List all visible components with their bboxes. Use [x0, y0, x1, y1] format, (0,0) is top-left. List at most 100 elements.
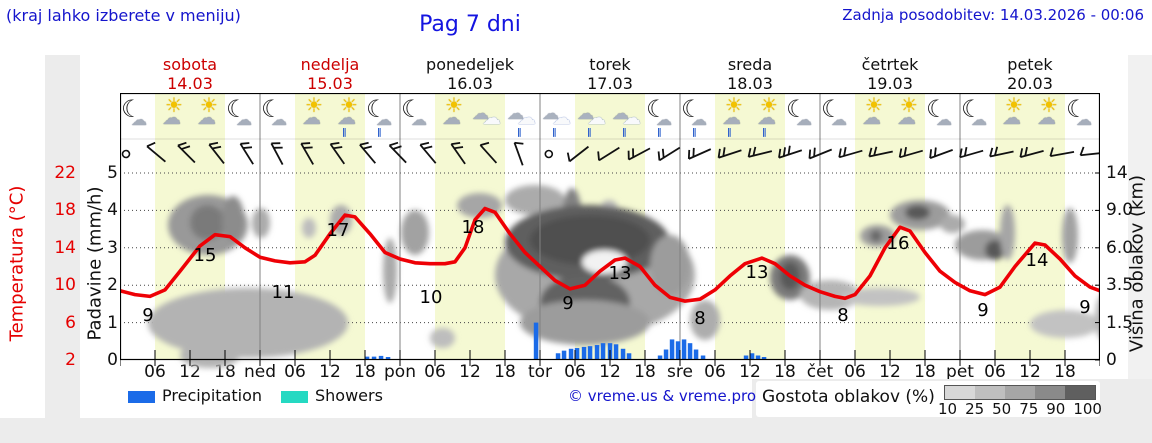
calm-circle [121, 149, 131, 159]
cloud-scale-label: 10 [938, 400, 958, 418]
wind-barb [419, 141, 437, 164]
precipitation-label: Precipitation [162, 386, 263, 405]
precip-bar [568, 348, 574, 360]
precip-bar [561, 350, 567, 360]
precip-bar [378, 355, 384, 360]
wind-barb [300, 142, 314, 165]
wind-barb [208, 141, 225, 165]
cloud-scale-segment [1065, 386, 1095, 399]
showers-swatch [281, 391, 308, 403]
x-label-hour: 18 [634, 362, 656, 382]
weather-icon-cloud-rain: ☁ ☁ ∥ [542, 104, 571, 138]
cloud-blob [690, 300, 720, 340]
x-label-hour: 06 [564, 362, 586, 382]
weather-icon-cloud-rain: ☁ ☁ ∥ [507, 104, 536, 138]
cloud-density-scalebar [944, 385, 1096, 400]
x-label-hour: 06 [704, 362, 726, 382]
wind-barb [513, 141, 524, 166]
right-axis-strip [1128, 55, 1152, 418]
day-band [715, 93, 785, 360]
weather-icon-cloud-rain: ☁ ☁ ∥ [577, 104, 606, 138]
cloud-blob [840, 288, 920, 306]
weather-icons-row: ☾ ☁ ☀ ☁ ☀ ☁ ☾ ☁ ☾ ☁ ☀ ☁ ☀ ☁ ∥ ☾ ☁ ∥ ☾ ☁ ☀ ☁ ☁ ☁ ☁ ☁ ∥ ☁ ☁ ∥ ☁ ☁ ∥ ☁ ☁ ∥ ☾ ☁ ∥ ☾… [120, 94, 1100, 140]
wind-barb [657, 146, 681, 162]
cloud-blob [905, 205, 930, 220]
wind-barb [597, 146, 620, 162]
x-label-hour: 06 [984, 362, 1006, 382]
weather-icon-sun-rain: ☀ ☁ ∥ [757, 93, 778, 138]
wind-barb [479, 141, 498, 164]
precip-bar [587, 346, 593, 360]
precip-tick: 2 [107, 275, 118, 296]
wind-barb [329, 141, 346, 165]
wind-barb [808, 147, 833, 160]
cloud-density-label: Gostota oblakov (%) [762, 387, 935, 407]
precip-bar [693, 349, 699, 360]
cloud-tick: 1.5 [1106, 312, 1134, 333]
x-label-hour: 06 [844, 362, 866, 382]
precip-bar [663, 349, 669, 360]
precip-bar [755, 355, 761, 360]
wind-barb [627, 147, 651, 161]
precip-bar [657, 355, 663, 360]
precip-bar [364, 356, 370, 360]
precip-bar [371, 356, 377, 360]
weather-icon-moon-cloud: ☾ ☁ [401, 95, 427, 129]
day-header-petek: petek 20.03 [1007, 55, 1053, 93]
precip-bar [700, 355, 706, 360]
weather-icon-cloud: ☁ ☁ [472, 104, 501, 129]
wind-barb [239, 142, 254, 165]
temp-value-label: 9 [1079, 297, 1090, 318]
wind-barb [868, 146, 893, 158]
precip-tick: 3 [107, 237, 118, 258]
calm-circle [544, 149, 554, 159]
x-label-hour: 12 [459, 362, 481, 382]
precip-bar [681, 339, 687, 360]
cloud-scale-segment [945, 386, 975, 399]
x-label-hour: 18 [494, 362, 516, 382]
temp-value-label: 8 [694, 308, 705, 329]
x-label-hour: 06 [284, 362, 306, 382]
cloud-scale-segment [1005, 386, 1035, 399]
day-header-četrtek: četrtek 19.03 [861, 55, 919, 93]
x-label-hour: 18 [774, 362, 796, 382]
wind-barb [566, 145, 590, 163]
cloud-blob [985, 240, 1005, 260]
wind-barb [838, 146, 863, 159]
last-update: Zadnja posodobitev: 14.03.2026 - 00:06 [842, 6, 1144, 24]
precip-bar [749, 353, 755, 360]
weather-icon-moon-cloud: ☾ ☁ [961, 95, 987, 129]
cloud-tick: 6.0 [1106, 237, 1134, 258]
cloud-blob [383, 238, 397, 303]
cloud-blob [1095, 296, 1100, 339]
wind-barb [959, 146, 984, 159]
weather-icon-moon-cloud: ☾ ☁ [786, 95, 812, 129]
day-header-ponedeljek: ponedeljek 16.03 [426, 55, 514, 93]
cloud-blob [180, 343, 240, 368]
temp-value-label: 13 [746, 262, 769, 283]
wind-barb [687, 147, 712, 160]
copyright-link[interactable]: © vreme.us & vreme.pro [568, 387, 756, 405]
weather-icon-sun-cloud: ☀ ☁ [442, 93, 463, 129]
x-label-day: ned [243, 362, 277, 382]
weather-icon-sun-rain: ☀ ☁ ∥ [722, 93, 743, 138]
x-label-day: tor [527, 362, 553, 382]
precip-bar [555, 353, 561, 360]
temp-tick: 14 [54, 237, 76, 258]
x-label-hour: 18 [354, 362, 376, 382]
wind-barb [1049, 147, 1075, 157]
cloud-tick: 3.5 [1106, 275, 1134, 296]
x-label-hour: 18 [1054, 362, 1076, 382]
weather-icon-moon-cloud: ☾ ☁ [121, 95, 147, 129]
cloud-blob [190, 205, 225, 240]
temperature-curve [120, 206, 1100, 303]
left-axis-strip [45, 55, 80, 443]
page-title: Pag 7 dni [419, 12, 521, 37]
wind-barb [388, 141, 407, 164]
cloud-blob [1062, 208, 1078, 263]
cloud-scale-label: 90 [1046, 400, 1066, 418]
precip-bar [594, 345, 600, 360]
x-label-day: pon [384, 362, 416, 382]
temperature-axis-title: Temperatura (°C) [6, 185, 28, 342]
temp-value-label: 9 [562, 293, 573, 314]
